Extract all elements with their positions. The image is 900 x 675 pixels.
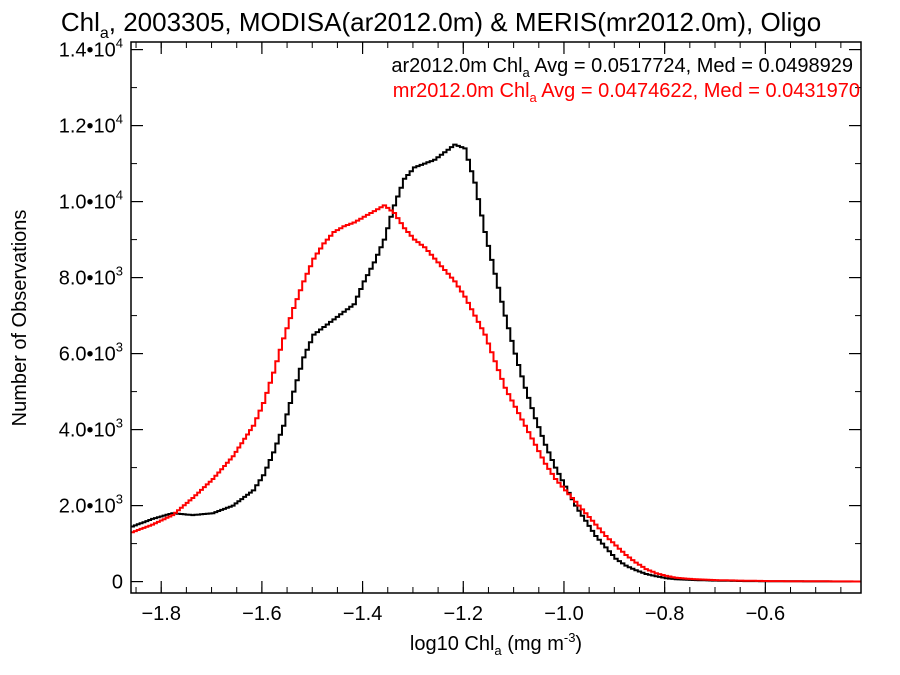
y-tick-mantissa: 2.0•10 xyxy=(59,496,116,518)
y-tick-exponent: 4 xyxy=(116,112,123,127)
y-tick-label: 2.0•103 xyxy=(59,492,123,518)
x-tick-label: −1.4 xyxy=(343,603,382,625)
x-tick-label: −1.2 xyxy=(444,603,483,625)
y-tick-label: 8.0•103 xyxy=(59,264,123,290)
chart-title: Chla, 2003305, MODISA(ar2012.0m) & MERIS… xyxy=(61,7,821,42)
y-tick-mantissa: 1.0•10 xyxy=(59,192,116,214)
y-tick-label: 6.0•103 xyxy=(59,340,123,366)
x-axis-label: log10 Chla (mg m-3) xyxy=(410,630,582,658)
y-tick-exponent: 3 xyxy=(116,264,123,279)
legend: ar2012.0m Chla Avg = 0.0517724, Med = 0.… xyxy=(391,55,860,105)
y-tick-exponent: 3 xyxy=(116,492,123,507)
y-tick-exponent: 3 xyxy=(116,416,123,431)
y-tick-mantissa: 1.4•10 xyxy=(59,40,116,62)
y-tick-label: 1.2•104 xyxy=(59,112,123,138)
legend-entry-mr2012: mr2012.0m Chla Avg = 0.0474622, Med = 0.… xyxy=(393,80,860,105)
y-tick-exponent: 4 xyxy=(116,36,123,51)
y-tick-mantissa: 4.0•10 xyxy=(59,420,116,442)
y-tick-label: 4.0•103 xyxy=(59,416,123,442)
y-tick-label: 1.4•104 xyxy=(59,36,123,62)
legend-entry-ar2012: ar2012.0m Chla Avg = 0.0517724, Med = 0.… xyxy=(391,55,853,80)
y-tick-exponent: 3 xyxy=(116,340,123,355)
y-tick-label: 0 xyxy=(112,572,123,594)
x-tick-label: −1.8 xyxy=(141,603,180,625)
y-tick-mantissa: 1.2•10 xyxy=(59,116,116,138)
y-tick-label: 1.0•104 xyxy=(59,188,123,214)
series-group xyxy=(130,143,862,583)
y-tick-exponent: 4 xyxy=(116,188,123,203)
y-tick-mantissa: 0 xyxy=(112,572,123,594)
axes-group: −1.8 −1.6 −1.4 −1.2 −1.0 −0.8 −0.602.0•1034.0•… xyxy=(59,36,861,625)
series-line-1 xyxy=(131,204,861,583)
x-tick-label: −0.6 xyxy=(746,603,785,625)
y-tick-mantissa: 8.0•10 xyxy=(59,268,116,290)
x-tick-label: −1.6 xyxy=(242,603,281,625)
y-axis-label: Number of Observations xyxy=(9,210,31,427)
plot-frame xyxy=(130,41,862,594)
x-tick-label: −0.8 xyxy=(645,603,684,625)
x-tick-label: −1.0 xyxy=(544,603,583,625)
y-tick-mantissa: 6.0•10 xyxy=(59,344,116,366)
